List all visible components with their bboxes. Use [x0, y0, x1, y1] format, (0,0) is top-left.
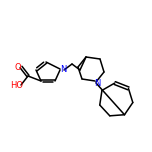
Text: N: N [94, 78, 100, 88]
Text: O: O [15, 62, 21, 71]
Text: N: N [60, 66, 66, 74]
Text: HO: HO [10, 81, 24, 90]
